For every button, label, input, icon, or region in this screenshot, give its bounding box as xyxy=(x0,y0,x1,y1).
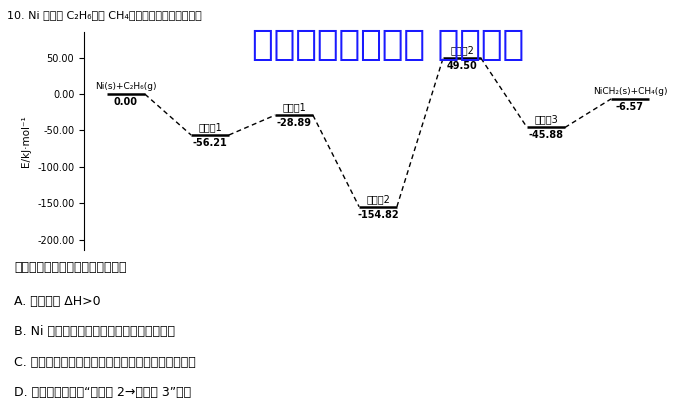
Text: A. 总反应的 ΔH>0: A. 总反应的 ΔH>0 xyxy=(14,295,101,308)
Text: -28.89: -28.89 xyxy=(276,118,312,128)
Text: Ni(s)+C₂H₆(g): Ni(s)+C₂H₆(g) xyxy=(95,82,157,91)
Text: 中间体3: 中间体3 xyxy=(534,115,558,124)
Text: 49.50: 49.50 xyxy=(447,61,477,71)
Text: -154.82: -154.82 xyxy=(357,210,399,220)
Text: 0.00: 0.00 xyxy=(114,97,138,107)
Text: 中间体1: 中间体1 xyxy=(198,122,222,132)
Text: C. 该反应过程中分别有碳氢键、碳碳键的断裂和形成: C. 该反应过程中分别有碳氢键、碳碳键的断裂和形成 xyxy=(14,356,196,368)
Text: D. 总反应的速率由“中间体 2→中间体 3”决定: D. 总反应的速率由“中间体 2→中间体 3”决定 xyxy=(14,386,191,399)
Text: 过渡态1: 过渡态1 xyxy=(282,102,306,112)
Text: 中间体2: 中间体2 xyxy=(366,194,390,204)
Y-axis label: E/kJ·mol⁻¹: E/kJ·mol⁻¹ xyxy=(22,116,32,167)
Text: -56.21: -56.21 xyxy=(193,138,228,148)
Text: -45.88: -45.88 xyxy=(528,130,564,141)
Text: 下列关于活化历程的说法正确的是: 下列关于活化历程的说法正确的是 xyxy=(14,261,127,274)
Text: -6.57: -6.57 xyxy=(616,102,644,112)
Text: 过渡态2: 过渡态2 xyxy=(450,45,474,55)
Text: 10. Ni 可活化 C₂H₆制得 CH₄，其反应历程如图所示：: 10. Ni 可活化 C₂H₆制得 CH₄，其反应历程如图所示： xyxy=(7,10,202,20)
Text: NiCH₂(s)+CH₄(g): NiCH₂(s)+CH₄(g) xyxy=(593,87,667,96)
Text: 微信公众号关注： 趣找答案: 微信公众号关注： 趣找答案 xyxy=(253,28,524,62)
Text: B. Ni 是该反应的催化剂，未参与反应的过程: B. Ni 是该反应的催化剂，未参与反应的过程 xyxy=(14,325,175,338)
